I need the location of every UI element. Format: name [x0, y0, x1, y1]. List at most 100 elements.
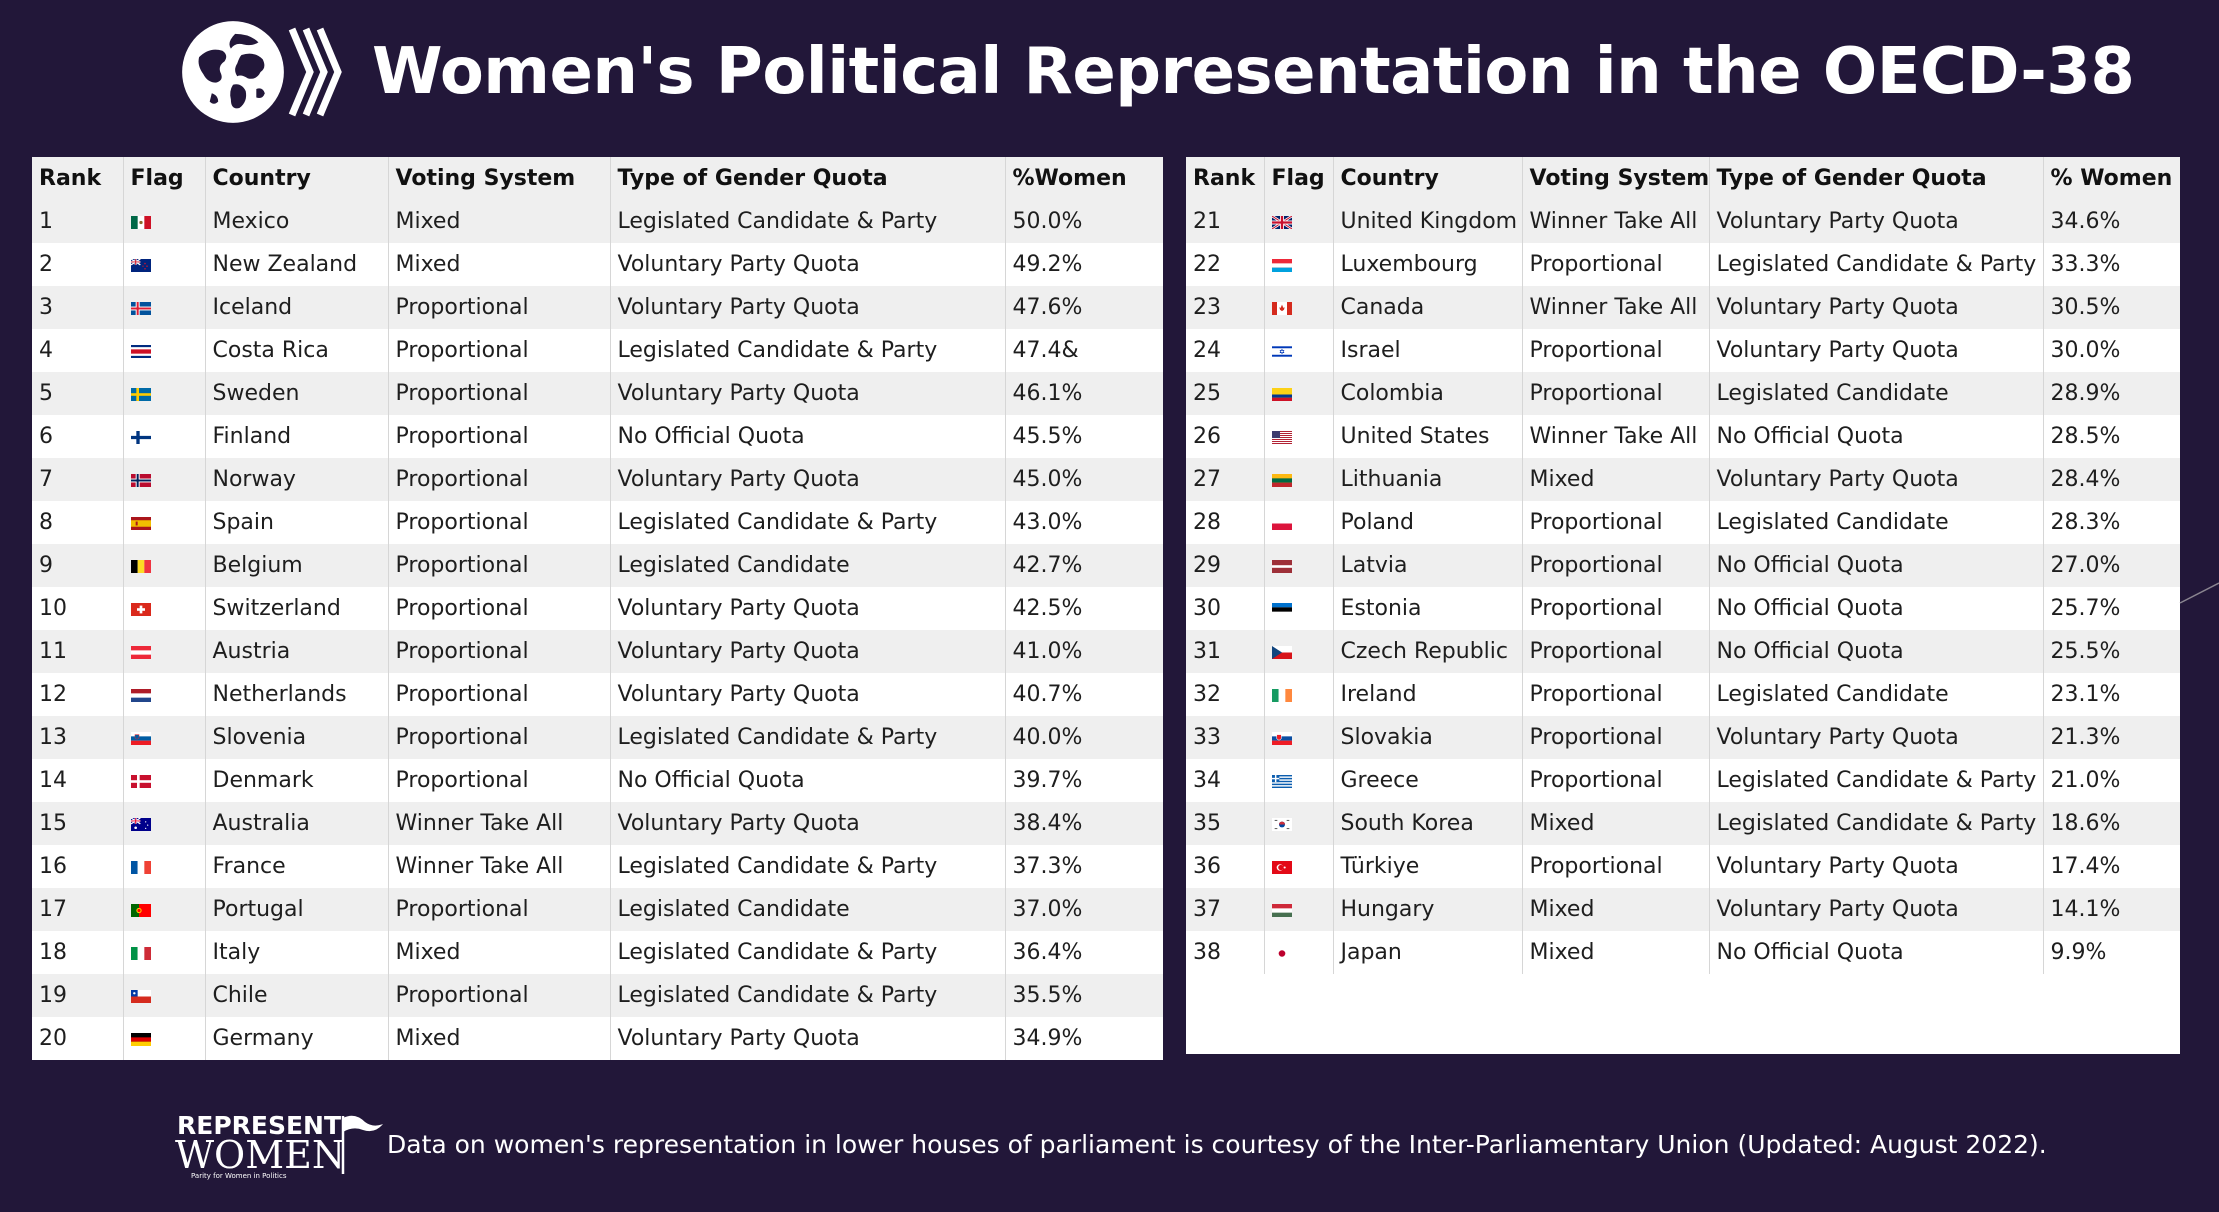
quota-type-cell: Legislated Candidate & Party — [610, 329, 1006, 372]
header-quota-type: Type of Gender Quota — [610, 157, 1006, 200]
flag-pl-icon — [1271, 516, 1292, 530]
quota-type-cell: Voluntary Party Quota — [610, 458, 1006, 501]
country-cell: United States — [1333, 415, 1523, 458]
voting-system-cell: Proportional — [1522, 544, 1710, 587]
flag-cell — [123, 759, 206, 802]
voting-system-cell: Proportional — [1522, 501, 1710, 544]
flag-ie-icon — [1271, 688, 1292, 702]
table-row: 34 Greece Proportional Legislated Candidate… — [1186, 759, 2180, 802]
country-cell: Mexico — [205, 200, 389, 243]
country-cell: Greece — [1333, 759, 1523, 802]
rank-cell: 11 — [32, 630, 124, 673]
voting-system-cell: Mixed — [1522, 458, 1710, 501]
flag-sk-icon — [1271, 731, 1292, 745]
percent-women-cell: 28.4% — [2043, 458, 2180, 501]
country-cell: Austria — [205, 630, 389, 673]
flag-cell — [1264, 845, 1334, 888]
table-row: 12 Netherlands Proportional Voluntary Party… — [32, 673, 1163, 716]
country-cell: Belgium — [205, 544, 389, 587]
rank-cell: 18 — [32, 931, 124, 974]
quota-type-cell: Voluntary Party Quota — [610, 1017, 1006, 1060]
flag-cell — [1264, 200, 1334, 243]
quota-type-cell: Legislated Candidate — [610, 544, 1006, 587]
voting-system-cell: Proportional — [388, 630, 611, 673]
rank-cell: 19 — [32, 974, 124, 1017]
percent-women-cell: 39.7% — [1005, 759, 1163, 802]
flag-cl-icon — [130, 989, 151, 1003]
rank-cell: 2 — [32, 243, 124, 286]
voting-system-cell: Winner Take All — [388, 802, 611, 845]
voting-system-cell: Proportional — [1522, 372, 1710, 415]
country-cell: Israel — [1333, 329, 1523, 372]
voting-system-cell: Proportional — [388, 329, 611, 372]
country-cell: Chile — [205, 974, 389, 1017]
data-source-note: Data on women's representation in lower … — [387, 1129, 2047, 1159]
table-row: 27 Lithuania Mixed Voluntary Party Quota 28.… — [1186, 458, 2180, 501]
flag-cell — [1264, 415, 1334, 458]
table-row: 7 Norway Proportional Voluntary Party Quota… — [32, 458, 1163, 501]
flag-at-icon — [130, 645, 151, 659]
flag-lt-icon — [1271, 473, 1292, 487]
country-cell: Norway — [205, 458, 389, 501]
percent-women-cell: 36.4% — [1005, 931, 1163, 974]
percent-women-cell: 42.7% — [1005, 544, 1163, 587]
rank-cell: 7 — [32, 458, 124, 501]
percent-women-cell: 50.0% — [1005, 200, 1163, 243]
voting-system-cell: Mixed — [388, 243, 611, 286]
quota-type-cell: No Official Quota — [1709, 587, 2044, 630]
percent-women-cell: 46.1% — [1005, 372, 1163, 415]
quota-type-cell: Legislated Candidate & Party — [610, 931, 1006, 974]
voting-system-cell: Proportional — [388, 888, 611, 931]
quota-type-cell: Voluntary Party Quota — [610, 286, 1006, 329]
table-row: 36 Türkiye Proportional Voluntary Party Quo… — [1186, 845, 2180, 888]
header-voting-system: Voting System — [1522, 157, 1710, 200]
flag-de-icon — [130, 1032, 151, 1046]
percent-women-cell: 45.0% — [1005, 458, 1163, 501]
flag-cell — [123, 888, 206, 931]
percent-women-cell: 40.0% — [1005, 716, 1163, 759]
table-row: 33 Slovakia Proportional Voluntary Party Qu… — [1186, 716, 2180, 759]
quota-type-cell: Voluntary Party Quota — [1709, 200, 2044, 243]
country-cell: Türkiye — [1333, 845, 1523, 888]
country-cell: France — [205, 845, 389, 888]
flag-fi-icon — [130, 430, 151, 444]
rank-cell: 32 — [1186, 673, 1265, 716]
country-cell: Switzerland — [205, 587, 389, 630]
percent-women-cell: 14.1% — [2043, 888, 2180, 931]
table-row: 17 Portugal Proportional Legislated Candida… — [32, 888, 1163, 931]
voting-system-cell: Proportional — [388, 372, 611, 415]
flag-dk-icon — [130, 774, 151, 788]
rank-cell: 1 — [32, 200, 124, 243]
country-cell: Estonia — [1333, 587, 1523, 630]
table-row: 9 Belgium Proportional Legislated Candidate… — [32, 544, 1163, 587]
quota-type-cell: Voluntary Party Quota — [1709, 888, 2044, 931]
ranking-table-right: Rank Flag Country Voting System Type of … — [1186, 157, 2180, 1054]
flag-nz-icon — [130, 258, 151, 272]
header-percent-women: %Women — [1005, 157, 1163, 200]
flag-nl-icon — [130, 688, 151, 702]
rank-cell: 35 — [1186, 802, 1265, 845]
flag-kr-icon — [1271, 817, 1292, 831]
percent-women-cell: 43.0% — [1005, 501, 1163, 544]
percent-women-cell: 21.3% — [2043, 716, 2180, 759]
flag-ee-icon — [1271, 602, 1292, 616]
oecd-globe-icon — [182, 21, 284, 123]
flag-it-icon — [130, 946, 151, 960]
country-cell: Finland — [205, 415, 389, 458]
table-row: 31 Czech Republic Proportional No Official … — [1186, 630, 2180, 673]
rank-cell: 22 — [1186, 243, 1265, 286]
country-cell: Czech Republic — [1333, 630, 1523, 673]
rank-cell: 17 — [32, 888, 124, 931]
flag-cell — [123, 716, 206, 759]
country-cell: New Zealand — [205, 243, 389, 286]
quota-type-cell: Voluntary Party Quota — [1709, 458, 2044, 501]
country-cell: Germany — [205, 1017, 389, 1060]
quota-type-cell: No Official Quota — [1709, 630, 2044, 673]
percent-women-cell: 38.4% — [1005, 802, 1163, 845]
quota-type-cell: Voluntary Party Quota — [610, 673, 1006, 716]
table-row: 26 United States Winner Take All No Officia… — [1186, 415, 2180, 458]
country-cell: Poland — [1333, 501, 1523, 544]
flag-cell — [1264, 673, 1334, 716]
country-cell: Australia — [205, 802, 389, 845]
quota-type-cell: Legislated Candidate — [1709, 372, 2044, 415]
